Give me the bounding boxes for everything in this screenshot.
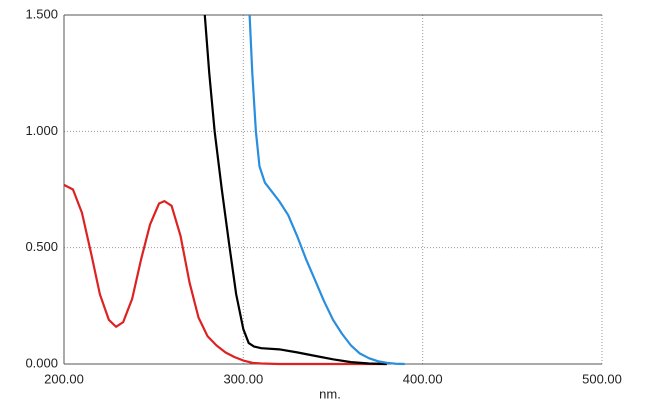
x-tick-label: 200.00 xyxy=(44,371,84,386)
x-tick-label: 400.00 xyxy=(403,371,443,386)
y-tick-label: 0.500 xyxy=(25,239,58,254)
spectrum-line xyxy=(63,183,387,366)
spectrum-line xyxy=(248,14,405,366)
spectrum-line xyxy=(203,14,387,366)
y-tick-label: 1.000 xyxy=(25,123,58,138)
x-axis-label: nm. xyxy=(319,386,341,401)
y-tick-label: 0.000 xyxy=(25,355,58,370)
x-tick-label: 500.00 xyxy=(582,371,622,386)
y-tick-label: 1.500 xyxy=(25,6,58,21)
x-tick-label: 300.00 xyxy=(223,371,263,386)
